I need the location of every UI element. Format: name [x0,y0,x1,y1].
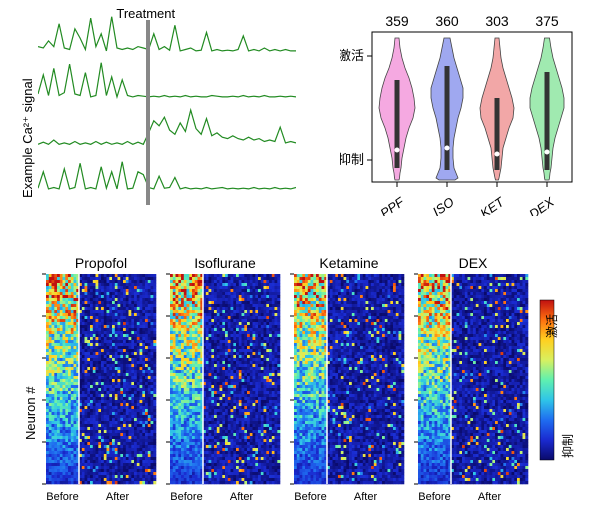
colorbar-label-bottom: 抑制 [560,434,575,458]
heatmap-after-label-3: After [478,491,502,503]
heatmap-title-1: Isoflurane [194,255,256,271]
heatmap-before-label-3: Before [418,491,450,503]
violin-box-1 [445,66,450,170]
ca-trace-0 [38,17,296,51]
heatmap-title-2: Ketamine [319,255,378,271]
violin-box-0 [395,80,400,168]
violin-box-3 [545,72,550,170]
violin-xlabel-3: DEX [526,193,558,216]
treatment-label: Treatment [116,6,175,21]
heatmap-Propofol [46,274,156,484]
violin-box-2 [495,98,500,170]
violin-count-1: 360 [435,13,459,29]
heatmap-Isoflurane [170,274,280,484]
violin-ylabel-top: 激活 [340,48,364,63]
violin-xlabel-0: PPF [377,194,407,216]
heatmap-title-0: Propofol [75,255,127,271]
violin-median-2 [495,152,500,157]
heatmap-title-3: DEX [459,255,488,271]
heatmap-before-label-1: Before [170,491,202,503]
colorbar [540,300,554,460]
heatmap-DEX [418,274,528,484]
heatmap-after-label-1: After [230,491,254,503]
violin-median-1 [445,146,450,151]
violin-median-3 [545,150,550,155]
heatmap-before-label-0: Before [46,491,78,503]
heatmap-after-label-2: After [354,491,378,503]
violin-median-0 [395,148,400,153]
heatmap-Ketamine [294,274,404,484]
traces-ylabel: Example Ca²⁺ signal [20,78,200,198]
violin-svg: 359 PPF 360 ISO 303 KET 375 DEX 激活抑制 [340,8,582,216]
violin-panel: 359 PPF 360 ISO 303 KET 375 DEX 激活抑制 [340,8,582,216]
heatmap-after-label-0: After [106,491,130,503]
heatmap-before-label-2: Before [294,491,326,503]
violin-count-3: 375 [535,13,559,29]
heatmap-ylabel: Neuron # [23,387,38,440]
colorbar-label-top: 激活 [545,314,559,338]
violin-xlabel-1: ISO [430,194,457,216]
violin-count-2: 303 [485,13,509,29]
violin-ylabel-bottom: 抑制 [340,152,364,167]
violin-count-0: 359 [385,13,409,29]
violin-xlabel-2: KET [477,194,507,216]
